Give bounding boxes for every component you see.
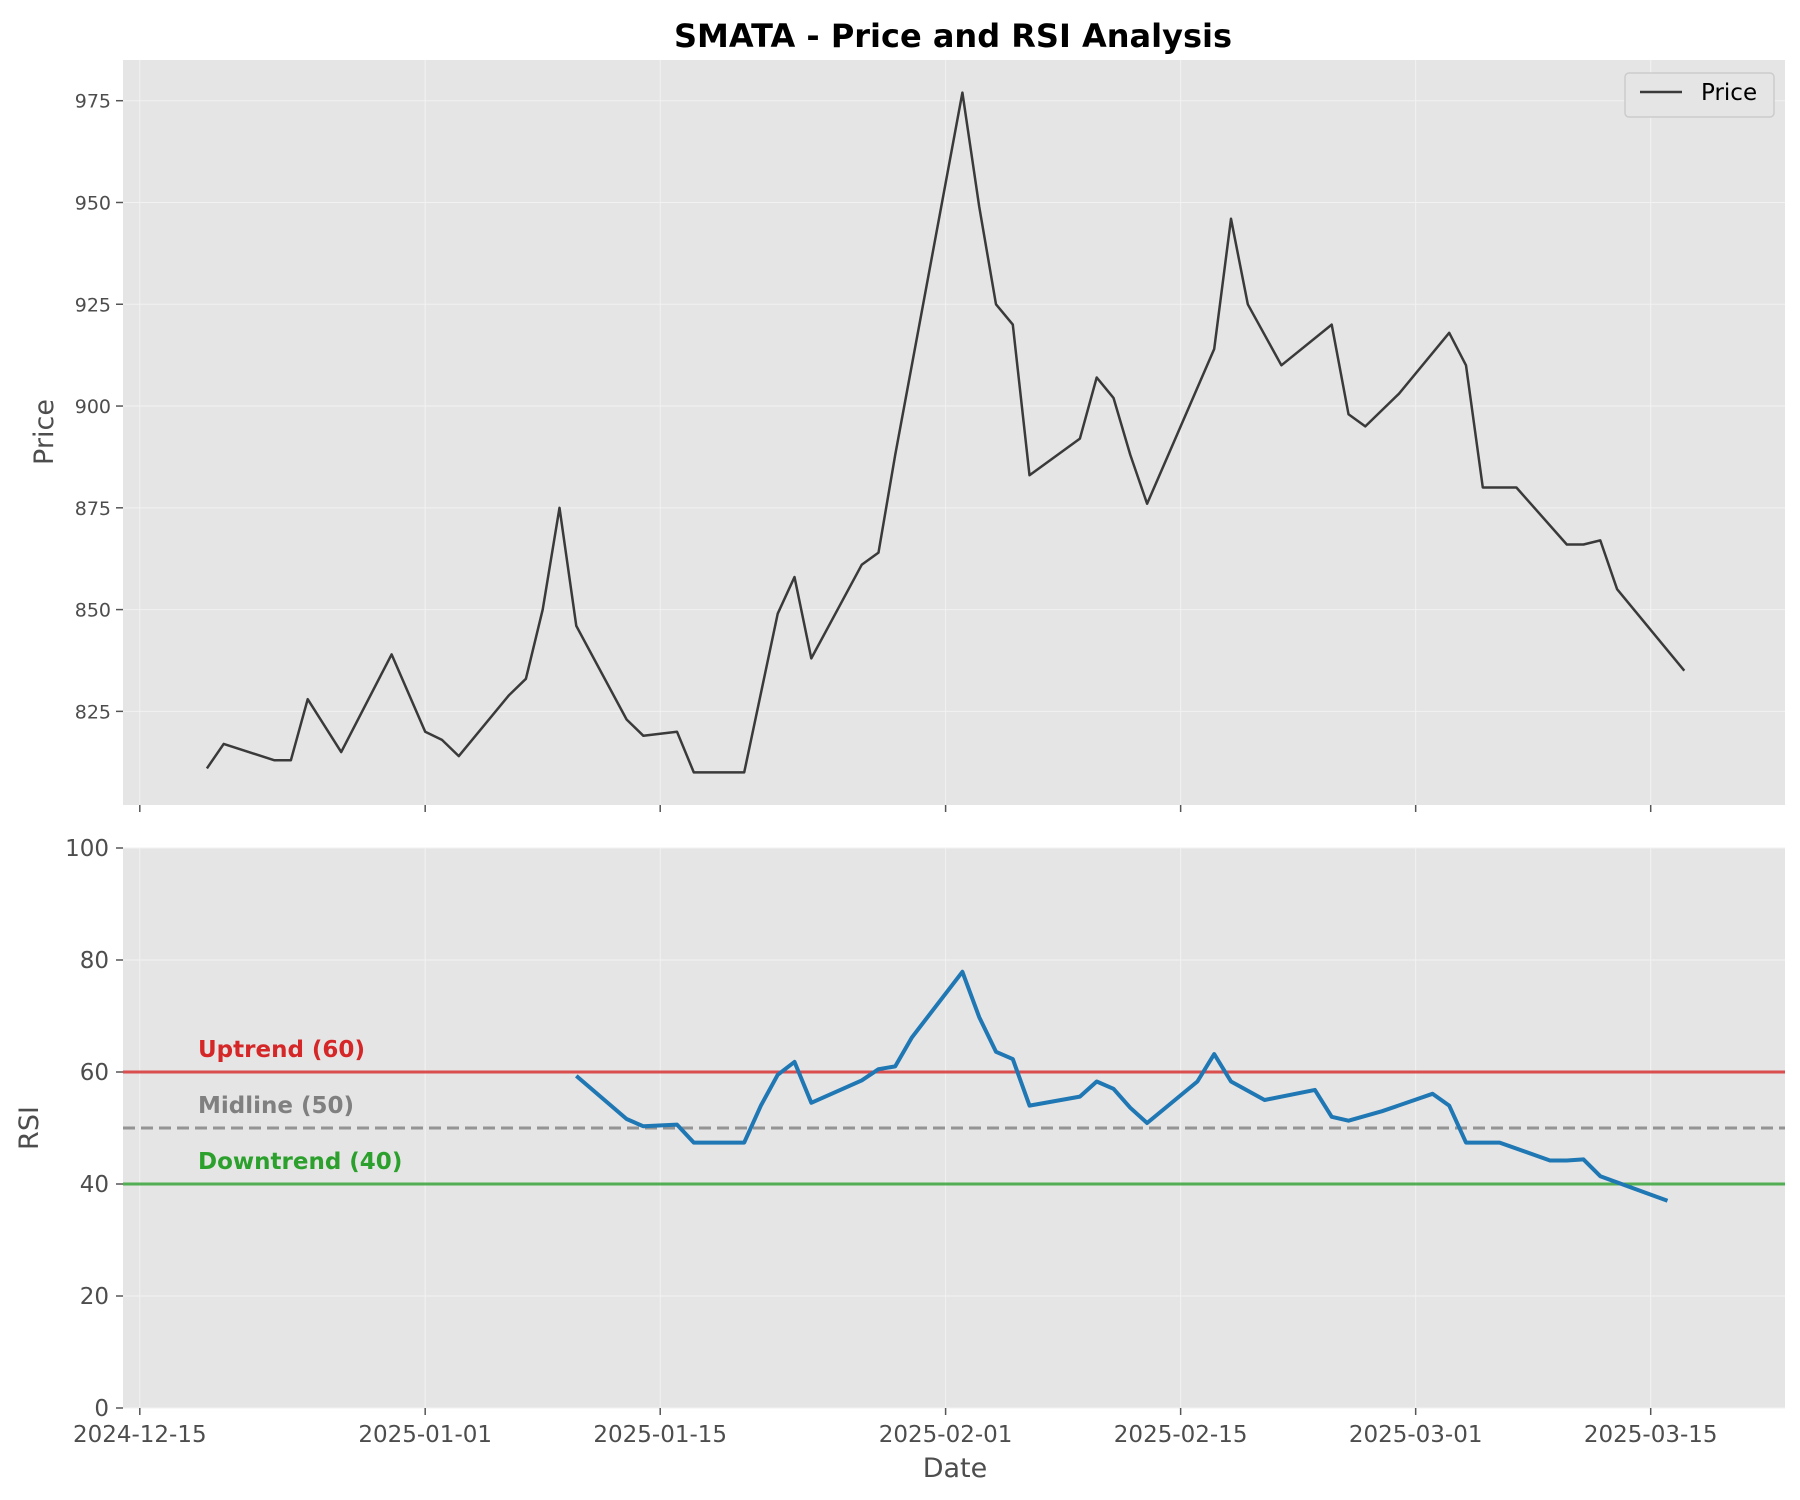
price-y-tick-label: 875	[75, 498, 111, 520]
price-y-tick-label: 975	[75, 91, 111, 113]
price-y-tick-label: 900	[75, 396, 111, 418]
rsi-ref-label: Uptrend (60)	[198, 1037, 365, 1063]
x-axis-label: Date	[923, 1453, 988, 1484]
legend-box	[1624, 72, 1775, 118]
x-tick-label: 2025-03-15	[1584, 1422, 1718, 1448]
price-y-tick-label: 950	[75, 192, 111, 214]
rsi-y-tick-label: 80	[80, 948, 109, 974]
rsi-y-tick-label: 0	[94, 1396, 109, 1422]
rsi-y-tick-label: 60	[80, 1060, 109, 1086]
rsi-y-tick-label: 40	[80, 1172, 109, 1198]
legend-price-label: Price	[1701, 80, 1757, 106]
price-y-axis-label: Price	[29, 399, 60, 465]
x-tick-label: 2025-01-01	[358, 1422, 492, 1448]
price-legend: Price	[1624, 72, 1775, 118]
rsi-y-tick-label: 20	[80, 1284, 109, 1310]
x-tick-label: 2024-12-15	[73, 1422, 207, 1448]
price-panel: 825 850 875 900 925 950 975 Price Price	[29, 60, 1785, 812]
x-tick-label: 2025-02-01	[879, 1422, 1013, 1448]
price-y-tick-label: 825	[75, 701, 111, 723]
price-plot-area	[123, 60, 1785, 805]
rsi-y-axis-label: RSI	[14, 1106, 45, 1150]
price-grid	[123, 60, 1785, 805]
rsi-x-ticks: 2024-12-15 2025-01-01 2025-01-15 2025-02-01…	[73, 1408, 1718, 1448]
chart-title: SMATA - Price and RSI Analysis	[674, 17, 1232, 55]
price-series	[205, 91, 1686, 774]
rsi-line	[574, 969, 1669, 1203]
rsi-ref-label: Midline (50)	[198, 1093, 354, 1119]
rsi-panel: 2024-12-15 2025-01-01 2025-01-15 2025-02-01…	[14, 836, 1785, 1484]
price-line	[205, 91, 1686, 774]
price-y-ticks: 825 850 875 900 925 950 975	[75, 91, 123, 723]
rsi-y-tick-label: 100	[65, 836, 109, 862]
x-tick-label: 2025-03-01	[1349, 1422, 1483, 1448]
price-y-tick-label: 925	[75, 294, 111, 316]
rsi-series	[574, 969, 1669, 1203]
rsi-y-ticks: 0 20 40 60 80 100	[65, 836, 123, 1422]
price-x-ticks	[139, 805, 1652, 812]
x-tick-label: 2025-01-15	[593, 1422, 727, 1448]
rsi-reference-lines: Uptrend (60) Midline (50) Downtrend (40)	[123, 1037, 1785, 1186]
rsi-ref-label: Downtrend (40)	[198, 1149, 402, 1175]
x-tick-label: 2025-02-15	[1114, 1422, 1248, 1448]
price-y-tick-label: 850	[75, 600, 111, 622]
